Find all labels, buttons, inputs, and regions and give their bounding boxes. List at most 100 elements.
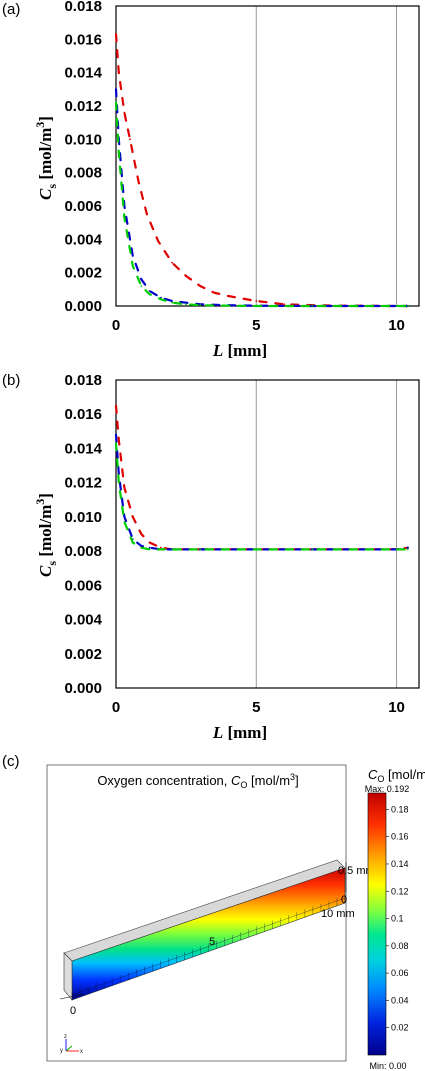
a-series-3-point: [140, 285, 143, 287]
a-series-1-point: [117, 71, 120, 74]
b-series-3-point: [159, 548, 162, 551]
b-series-1-point: [159, 546, 162, 549]
oxygen-slab-3d: [63, 859, 346, 1001]
panel-a-ylabel-unit: [mol/m: [36, 128, 55, 184]
colorbar-tick-label: 0.12: [391, 886, 409, 896]
colorbar-tick-label: 0.14: [391, 859, 409, 869]
panel-c-title-sup: 3: [290, 772, 295, 782]
a-y-tick-label: 0.014: [64, 65, 102, 82]
panel-b-xlabel-var: L: [212, 723, 223, 742]
annotation-origin-line: [59, 993, 85, 1000]
a-y-tick-label: 0.010: [64, 131, 102, 148]
panel-a-plot-frame: [115, 5, 420, 307]
colorbar-title: CO [mol/m3]: [368, 766, 425, 784]
panel-b-ylabel-var: C: [36, 565, 55, 577]
panel-b: (b) 0.0000.0020.0040.0060.0080.0100.0120…: [2, 372, 420, 742]
b-series-1-point: [117, 438, 120, 441]
panel-b-ylabel-close: ]: [36, 493, 55, 499]
a-series-3-point: [117, 151, 120, 154]
colorbar-title-unit: [mol/m: [384, 767, 425, 782]
panel-a-x-axis-label: L [mm]: [212, 341, 267, 360]
b-series-3-point: [115, 442, 117, 445]
colorbar-ticks: 0.18 0.16 0.14 0.12 0.1 0.08 0.06 0.04 0.02: [386, 804, 409, 1033]
a-series-1-point: [199, 285, 202, 287]
a-y-tick-label: 0.012: [64, 98, 102, 115]
annotation-length-start: 0: [70, 1005, 76, 1017]
b-series-3-point: [140, 546, 143, 549]
panel-a-ylabel-close: ]: [36, 116, 55, 122]
colorbar: CO [mol/m3] Max: 0.192 0.180.160.140.120…: [365, 766, 425, 1071]
b-y-tick-label: 0.012: [64, 475, 102, 492]
panel-a-ylabel-sub: s: [45, 184, 59, 189]
a-series-1-point: [171, 261, 174, 264]
panel-a-y-ticks: 0.000 0.002 0.004 0.006 0.008 0.010 0.012 0.014…: [64, 0, 102, 315]
a-series-1-point: [145, 213, 148, 216]
panel-c-title-text: Oxygen concentration,: [97, 773, 231, 788]
axis-triad-icon: y x z: [60, 1034, 83, 1055]
a-series-2-point: [185, 301, 188, 304]
panel-c-title-var: C: [231, 773, 241, 788]
b-series-2-point: [123, 515, 126, 518]
a-series-3-point: [199, 304, 202, 307]
b-series-3-point: [123, 521, 126, 523]
svg-text:x: x: [80, 1049, 83, 1055]
a-series-3-point: [185, 303, 188, 306]
a-series-line-1: [114, 33, 409, 308]
a-series-3-point: [395, 305, 398, 307]
a-series-1-point: [115, 33, 117, 36]
b-y-tick-label: 0.014: [64, 440, 102, 457]
b-series-2-point: [140, 545, 143, 547]
b-series-3-point: [131, 541, 134, 544]
panel-a-ylabel-sup: 3: [33, 122, 47, 128]
colorbar-tick-label: 0.16: [391, 832, 409, 842]
a-series-1-point: [157, 240, 159, 242]
svg-text:y: y: [60, 1048, 63, 1054]
a-series-2-point: [131, 255, 134, 257]
a-series-1-point: [137, 180, 140, 182]
a-x-tick-label: 10: [388, 317, 405, 334]
panel-b-ylabel-sup: 3: [33, 499, 47, 505]
colorbar-title-var: C: [368, 767, 378, 782]
annotation-zero-right: 0: [341, 894, 347, 906]
colorbar-min-label: Min: 0.00: [369, 1061, 406, 1071]
panel-a-label: (a): [2, 1, 20, 18]
panel-c-title-sub: O: [240, 780, 247, 790]
panel-b-y-ticks: 0.000 0.002 0.004 0.006 0.008 0.010 0.012 0.014…: [64, 372, 102, 697]
colorbar-tick-label: 0.06: [391, 968, 409, 978]
panel-a-y-axis-label: Cs [mol/m3]: [33, 116, 59, 200]
b-x-tick-label: 10: [388, 699, 405, 716]
panel-b-x-axis-label: L [mm]: [212, 723, 267, 742]
a-series-line-3: [114, 101, 409, 308]
a-y-tick-label: 0.018: [64, 0, 102, 15]
a-series-1-point: [283, 303, 286, 306]
a-series-1-point: [185, 275, 188, 277]
a-series-2-point: [148, 290, 151, 292]
b-series-3-point: [367, 548, 370, 551]
a-y-tick-label: 0.004: [64, 231, 102, 248]
a-series-1-point: [255, 300, 258, 302]
panel-a-x-ticks: 0 5 10: [112, 317, 405, 334]
b-series-3-point: [148, 548, 151, 551]
a-series-3-point: [115, 101, 117, 104]
panel-b-ylabel-unit: [mol/m: [36, 505, 55, 561]
b-y-tick-label: 0.010: [64, 509, 102, 526]
a-y-tick-label: 0.008: [64, 165, 102, 182]
a-series-1-point: [213, 291, 216, 294]
annotation-length-end: 10 mm: [321, 908, 355, 920]
a-y-tick-label: 0.000: [64, 298, 102, 315]
a-series-2-point: [140, 278, 143, 281]
panel-a: (a) 0.0000.0020.0040.0060.0080.0100.0120…: [2, 0, 420, 360]
a-x-tick-label: 5: [252, 317, 260, 334]
panel-b-grid: [255, 380, 398, 688]
b-series-1-point: [123, 486, 126, 489]
panel-a-ylabel-var: C: [36, 188, 55, 200]
panel-b-x-ticks: 0 5 10: [112, 699, 405, 716]
panel-a-grid: [255, 6, 398, 306]
panel-c-title: Oxygen concentration, CO [mol/m3]: [97, 772, 298, 790]
a-series-3-point: [311, 305, 314, 307]
a-series-1-point: [129, 138, 131, 141]
annotation-length-mid: 5: [209, 936, 215, 948]
panel-b-y-axis-label: Cs [mol/m3]: [33, 493, 59, 577]
colorbar-tick-label: 0.02: [391, 1023, 409, 1033]
b-series-3-point: [395, 548, 398, 551]
